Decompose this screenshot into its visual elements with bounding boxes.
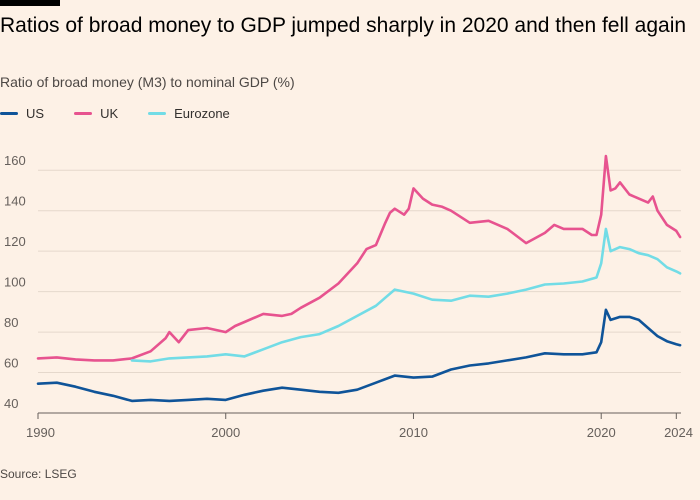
x-tick-label-2000: 2000	[211, 425, 240, 440]
y-tick-label-80: 80	[4, 315, 18, 330]
chart-subtitle: Ratio of broad money (M3) to nominal GDP…	[0, 74, 295, 90]
x-tick-label-1990: 1990	[26, 425, 55, 440]
y-tick-label-140: 140	[4, 194, 26, 209]
y-tick-label-100: 100	[4, 275, 26, 290]
legend-label-us: US	[26, 106, 45, 121]
series-line-uk	[36, 154, 682, 362]
x-tick-label-2010: 2010	[399, 425, 428, 440]
legend-item-eurozone: Eurozone	[148, 106, 230, 121]
brand-bar	[0, 0, 60, 6]
legend-label-eurozone: Eurozone	[174, 106, 230, 121]
x-tick-label-2020: 2020	[587, 425, 616, 440]
legend-item-us: US	[0, 106, 44, 121]
series-line-eurozone	[130, 227, 682, 363]
y-tick-label-60: 60	[4, 356, 18, 371]
legend: US UK Eurozone	[0, 106, 230, 121]
legend-swatch-eurozone	[148, 112, 167, 115]
legend-item-uk: UK	[74, 106, 118, 121]
legend-swatch-uk	[74, 112, 93, 115]
y-tick-label-160: 160	[4, 153, 26, 168]
x-tick-label-2024: 2024	[664, 425, 693, 440]
y-tick-label-40: 40	[4, 396, 18, 411]
chart-title: Ratios of broad money to GDP jumped shar…	[0, 14, 687, 37]
series-line-us	[36, 308, 682, 403]
source-note: Source: LSEG	[0, 467, 77, 481]
y-tick-label-120: 120	[4, 234, 26, 249]
legend-swatch-us	[0, 112, 18, 115]
legend-label-uk: UK	[100, 106, 119, 121]
